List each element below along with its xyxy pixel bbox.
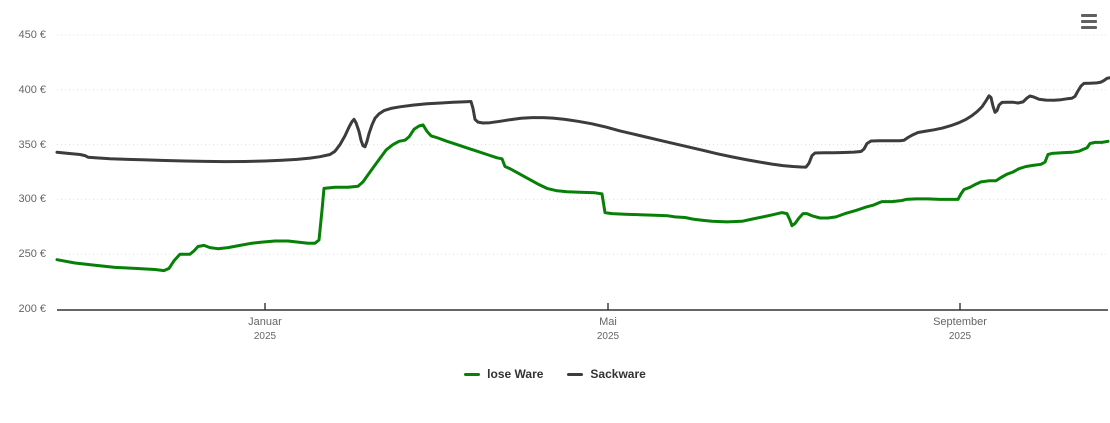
series-line-lose-ware — [55, 123, 1110, 273]
y-axis-label-400: 400 € — [18, 83, 46, 96]
legend-item-sackware[interactable]: Sackware — [567, 367, 646, 381]
y-axis-label-300: 300 € — [18, 193, 46, 206]
y-axis-label-450: 450 € — [18, 29, 46, 41]
series-line-sackware — [55, 76, 1110, 169]
chart-context-menu-button[interactable] — [1081, 14, 1097, 29]
x-tick-month: September — [933, 316, 987, 328]
x-axis-label-januar: Januar 2025 — [205, 316, 325, 343]
x-tick-year: 2025 — [948, 331, 972, 342]
hamburger-icon — [1081, 14, 1097, 29]
line-marker-icon — [464, 372, 481, 376]
line-marker-icon — [567, 372, 584, 376]
y-axis-label-250: 250 € — [18, 248, 46, 261]
legend-label-lose-ware: lose Ware — [487, 367, 544, 381]
x-tick-year: 2025 — [253, 331, 277, 342]
legend-label-sackware: Sackware — [590, 367, 646, 381]
x-tick-month: Januar — [248, 316, 282, 328]
legend: lose Ware Sackware — [0, 364, 1110, 384]
x-tick-year: 2025 — [596, 331, 620, 342]
y-axis-label-200: 200 € — [18, 303, 46, 315]
legend-item-lose-ware[interactable]: lose Ware — [464, 367, 543, 381]
x-tick-month: Mai — [599, 316, 617, 328]
x-axis-label-mai: Mai 2025 — [548, 316, 668, 343]
x-axis-label-september: September 2025 — [900, 316, 1020, 343]
y-axis-label-350: 350 € — [18, 138, 46, 151]
